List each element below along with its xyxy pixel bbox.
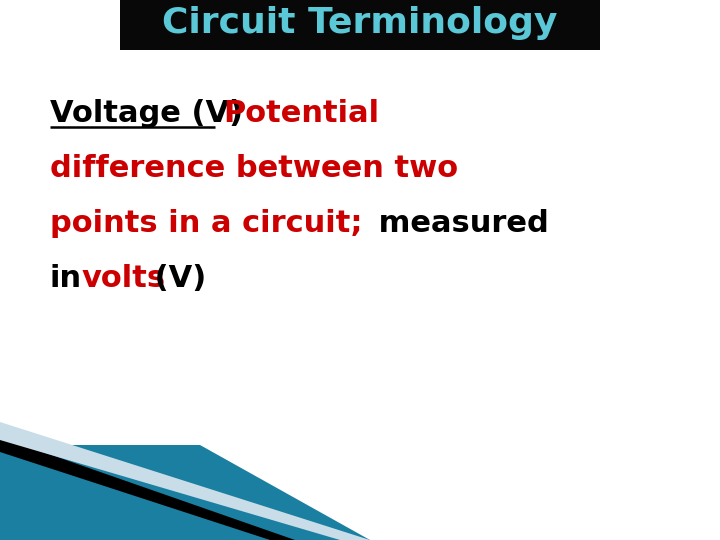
Text: Voltage (V): Voltage (V): [50, 99, 243, 128]
Polygon shape: [0, 445, 370, 540]
Text: points in a circuit;: points in a circuit;: [50, 209, 362, 238]
Text: in: in: [50, 264, 82, 293]
Text: (V): (V): [144, 264, 206, 293]
Text: measured: measured: [368, 209, 549, 238]
Text: difference between two: difference between two: [50, 154, 458, 183]
Text: volts: volts: [82, 264, 166, 293]
Text: Circuit Terminology: Circuit Terminology: [162, 5, 558, 39]
Text: Potential: Potential: [223, 99, 379, 128]
Polygon shape: [0, 437, 295, 540]
FancyBboxPatch shape: [120, 0, 600, 50]
Polygon shape: [0, 422, 370, 540]
